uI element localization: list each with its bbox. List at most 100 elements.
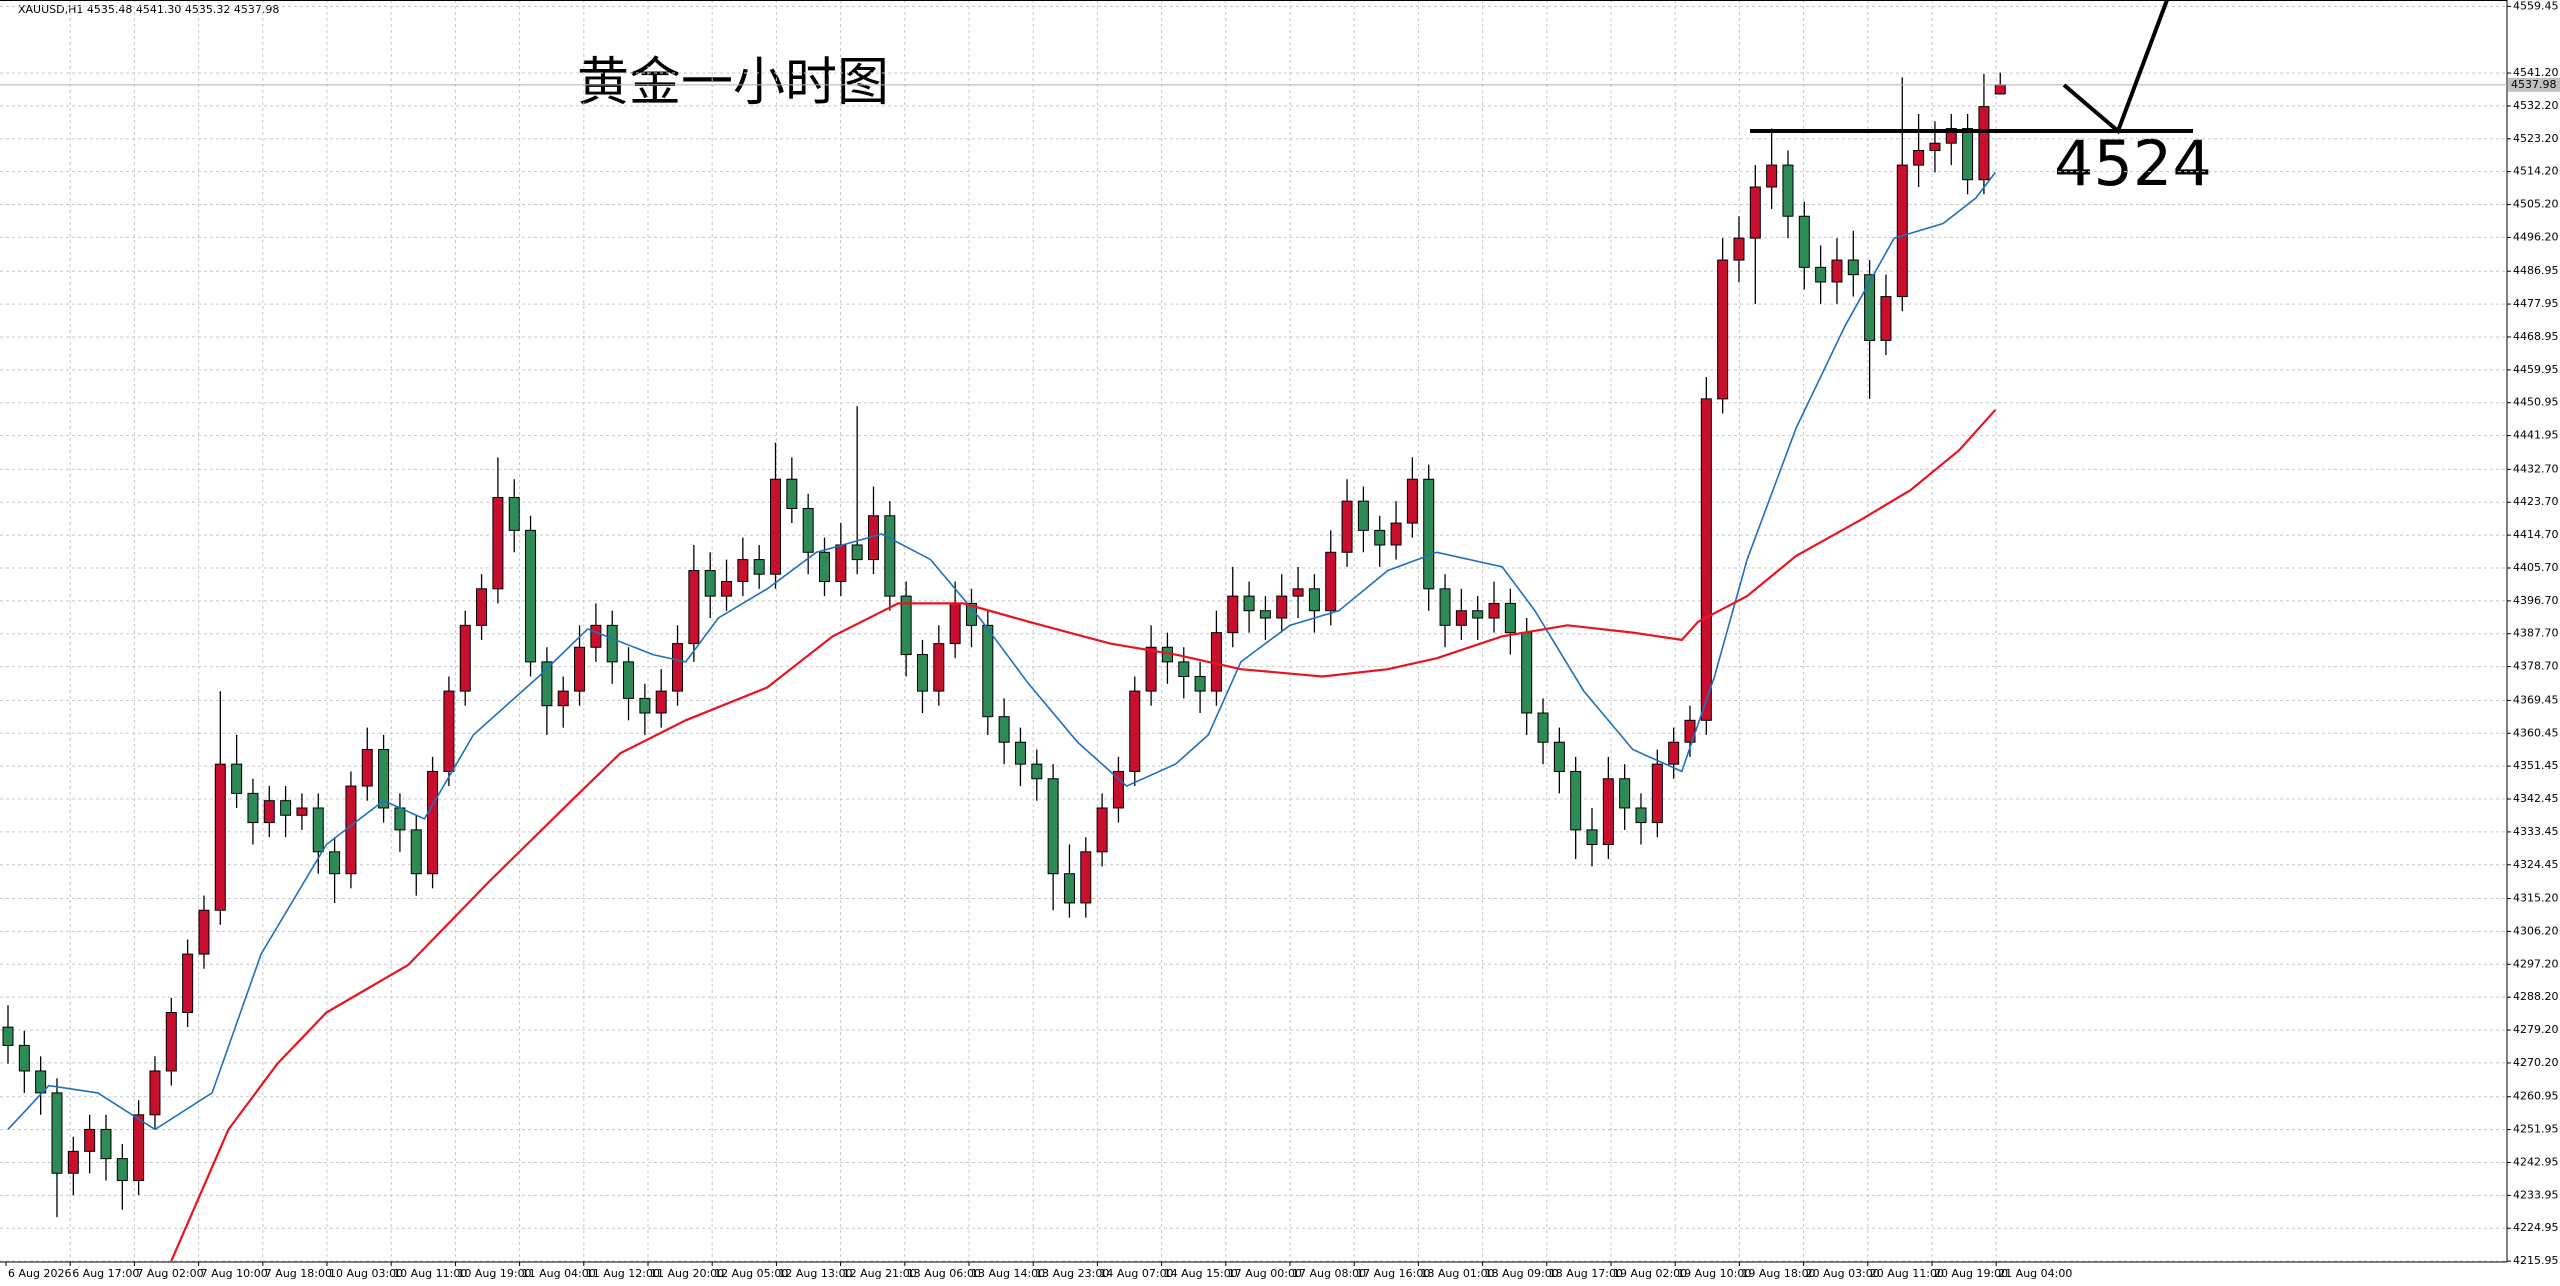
candle-body	[1945, 128, 1957, 144]
candle-body	[1521, 632, 1533, 714]
x-tick-label: 13 Aug 23:00	[1035, 1267, 1109, 1280]
candle-body	[459, 624, 471, 692]
y-tick-label: 4369.45	[2513, 693, 2559, 706]
x-tick-label: 18 Aug 01:00	[1420, 1267, 1494, 1280]
y-tick-label: 4342.45	[2513, 792, 2559, 805]
y-tick-label: 4233.95	[2513, 1188, 2559, 1201]
candle-body	[933, 643, 945, 692]
candle-body	[998, 716, 1010, 743]
candle-body	[312, 807, 324, 853]
x-tick-label: 13 Aug 14:00	[971, 1267, 1045, 1280]
x-tick-label: 10 Aug 19:00	[457, 1267, 531, 1280]
y-tick-label: 4559.45	[2513, 0, 2559, 12]
moving-average	[7, 171, 1997, 1131]
candle-body	[916, 654, 928, 692]
candle-body	[1635, 807, 1647, 824]
candle-body	[443, 690, 455, 772]
x-tick-label: 7 Aug 18:00	[265, 1267, 332, 1280]
candle-body	[1080, 851, 1092, 904]
candle-body	[606, 624, 618, 663]
candle-body	[590, 624, 602, 648]
x-tick-label: 19 Aug 02:00	[1613, 1267, 1687, 1280]
candle-body	[557, 690, 569, 707]
candle-body	[1537, 712, 1549, 743]
candle-body	[1602, 778, 1614, 845]
x-tick-label: 13 Aug 06:00	[907, 1267, 981, 1280]
candle-body	[1651, 763, 1663, 824]
candle-body	[1798, 215, 1810, 268]
candle-body	[149, 1070, 161, 1116]
candle-body	[1014, 741, 1026, 765]
candle-body	[802, 507, 814, 553]
candle-body	[2, 1026, 14, 1046]
y-tick-label: 4532.20	[2513, 99, 2559, 112]
candle-body	[1994, 84, 2006, 95]
candle-body	[721, 581, 733, 597]
x-tick-label: 21 Aug 04:00	[1998, 1267, 2072, 1280]
y-tick-label: 4215.95	[2513, 1254, 2559, 1267]
candle-body	[1406, 478, 1418, 524]
candle-body	[851, 544, 863, 561]
candle-body	[982, 624, 994, 718]
candle-body	[737, 559, 749, 583]
candle-body	[280, 800, 292, 816]
y-tick-label: 4541.20	[2513, 66, 2559, 79]
candle-body	[1929, 142, 1941, 151]
candle-body	[1227, 595, 1239, 634]
candle-body	[1978, 106, 1990, 181]
candle-body	[394, 807, 406, 831]
candle-body	[329, 851, 341, 875]
x-tick-label: 12 Aug 21:00	[843, 1267, 917, 1280]
y-tick-label: 4324.45	[2513, 858, 2559, 871]
candle-body	[1472, 610, 1484, 619]
candle-body	[1308, 588, 1320, 612]
x-tick-label: 10 Aug 03:00	[329, 1267, 403, 1280]
candle-body	[1619, 778, 1631, 809]
candle-body	[1390, 522, 1402, 546]
candle-body	[1831, 259, 1843, 283]
y-tick-label: 4279.20	[2513, 1023, 2559, 1036]
y-tick-label: 4288.20	[2513, 990, 2559, 1003]
candle-body	[1733, 237, 1745, 261]
y-tick-label: 4523.20	[2513, 132, 2559, 145]
candle-body	[165, 1012, 177, 1072]
candle-body	[704, 570, 716, 597]
candle-body	[1749, 186, 1761, 239]
candle-body	[672, 643, 684, 692]
y-tick-label: 4378.70	[2513, 660, 2559, 673]
candle-body	[231, 763, 243, 794]
x-tick-label: 11 Aug 04:00	[522, 1267, 596, 1280]
candle-body	[1962, 128, 1974, 181]
y-tick-label: 4242.95	[2513, 1155, 2559, 1168]
candle-body	[427, 770, 439, 875]
x-tick-label: 12 Aug 13:00	[778, 1267, 852, 1280]
candle-body	[345, 785, 357, 875]
y-tick-label: 4351.45	[2513, 759, 2559, 772]
candle-body	[1112, 770, 1124, 809]
y-tick-label: 4441.95	[2513, 429, 2559, 442]
candle-body	[1047, 778, 1059, 875]
candle-body	[1717, 259, 1729, 400]
candle-body	[884, 515, 896, 597]
candle-body	[1243, 595, 1255, 612]
candle-body	[1553, 741, 1565, 772]
candle-body	[508, 496, 520, 531]
x-tick-label: 19 Aug 18:00	[1741, 1267, 1815, 1280]
candle-body	[378, 749, 390, 809]
x-tick-label: 18 Aug 17:00	[1549, 1267, 1623, 1280]
x-tick-label: 6 Aug 17:00	[72, 1267, 139, 1280]
candle-body	[1031, 763, 1043, 780]
y-tick-label: 4486.95	[2513, 264, 2559, 277]
y-tick-label: 4496.20	[2513, 230, 2559, 243]
candle-body	[1374, 529, 1386, 546]
x-tick-label: 20 Aug 03:00	[1806, 1267, 1880, 1280]
y-tick-label: 4477.95	[2513, 297, 2559, 310]
candle-body	[1455, 610, 1467, 626]
candle-body	[525, 529, 537, 663]
x-tick-label: 6 Aug 2026	[8, 1267, 71, 1280]
y-tick-label: 4306.20	[2513, 924, 2559, 937]
candle-body	[263, 800, 275, 824]
candle-body	[1178, 661, 1190, 677]
x-tick-label: 11 Aug 12:00	[586, 1267, 660, 1280]
